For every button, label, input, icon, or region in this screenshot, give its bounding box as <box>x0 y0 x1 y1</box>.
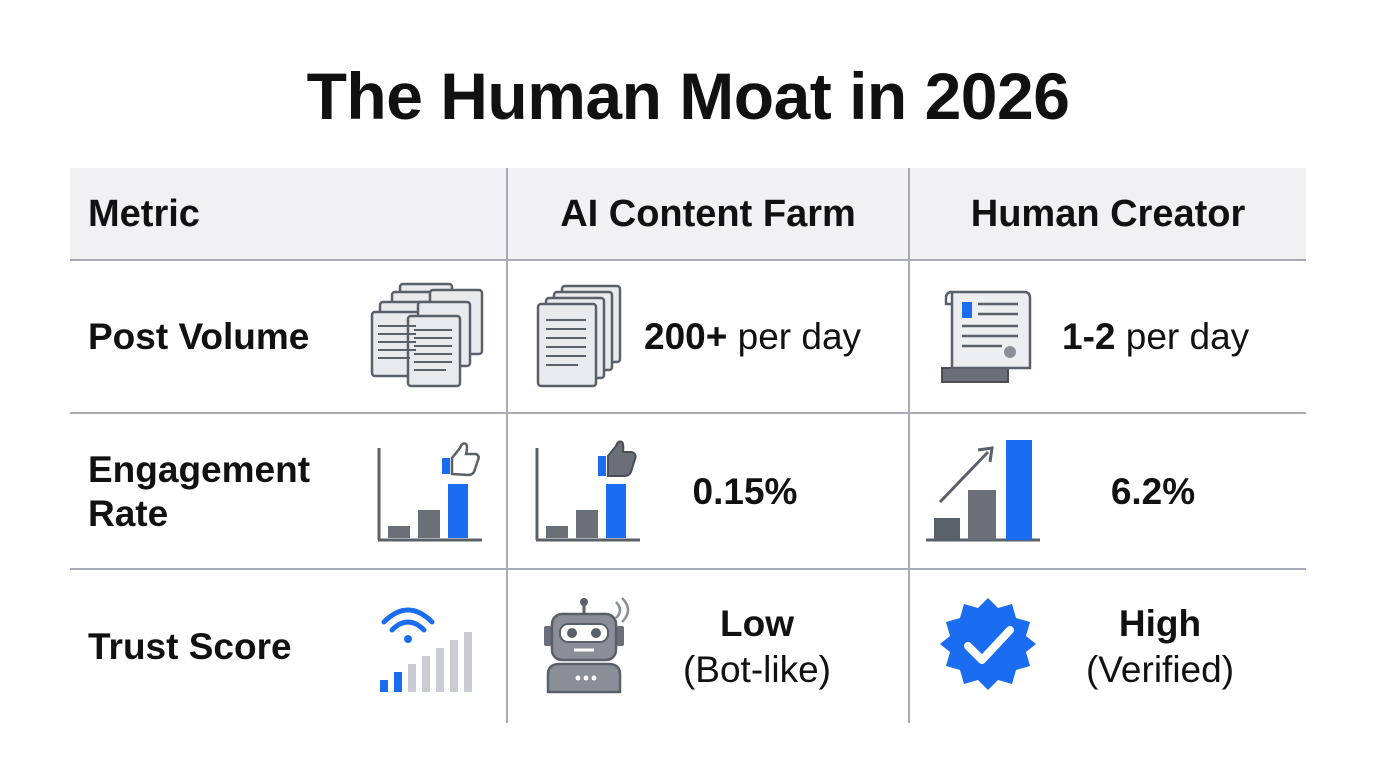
row-label-engagement-rate: Engagement Rate <box>88 414 310 569</box>
row-label-engagement-line2: Rate <box>88 492 169 534</box>
human-post-volume-value: 1-2 per day <box>1062 261 1249 413</box>
bar-chart-thumbs-up-icon <box>535 440 640 542</box>
page-title: The Human Moat in 2026 <box>306 59 1070 133</box>
table-header <box>70 168 1306 260</box>
ai-post-volume-number: 200+ <box>644 316 728 357</box>
documents-stack-icon <box>370 282 484 388</box>
human-post-volume-unit: per day <box>1115 316 1250 357</box>
header-divider <box>70 259 1306 261</box>
bar-chart-thumbs-up-icon <box>377 442 482 542</box>
ai-trust-value: Low (Bot-like) <box>646 570 868 723</box>
human-trust-level: High <box>1118 602 1202 644</box>
document-stack-icon <box>536 284 622 388</box>
ai-engagement-value: 0.15% <box>692 470 798 512</box>
human-trust-note: (Verified) <box>1085 648 1235 690</box>
row-divider <box>70 568 1306 570</box>
verified-badge-icon <box>940 598 1036 690</box>
signal-strength-icon <box>380 607 472 692</box>
comparison-table: Metric AI Content Farm Human Creator Pos… <box>70 168 1306 723</box>
header-ai-content-farm: AI Content Farm <box>560 192 856 235</box>
ai-trust-level: Low <box>720 602 794 644</box>
row-label-engagement-line1: Engagement <box>88 448 311 490</box>
ai-trust-note: (Bot-like) <box>682 648 832 690</box>
header-metric: Metric <box>88 192 200 235</box>
row-label-trust-score: Trust Score <box>88 625 292 667</box>
robot-icon <box>544 597 630 694</box>
header-human-creator: Human Creator <box>970 192 1246 235</box>
human-engagement-value: 6.2% <box>1110 470 1196 512</box>
column-divider <box>908 168 910 723</box>
row-divider <box>70 412 1306 414</box>
column-divider <box>506 168 508 723</box>
ai-post-volume-unit: per day <box>727 316 862 357</box>
human-post-volume-number: 1-2 <box>1062 316 1116 357</box>
human-trust-value: High (Verified) <box>1060 570 1260 723</box>
scroll-document-icon <box>941 290 1032 383</box>
row-label-post-volume: Post Volume <box>88 316 310 357</box>
ai-post-volume-value: 200+ per day <box>644 261 861 413</box>
bar-chart-trend-up-icon <box>926 440 1040 542</box>
